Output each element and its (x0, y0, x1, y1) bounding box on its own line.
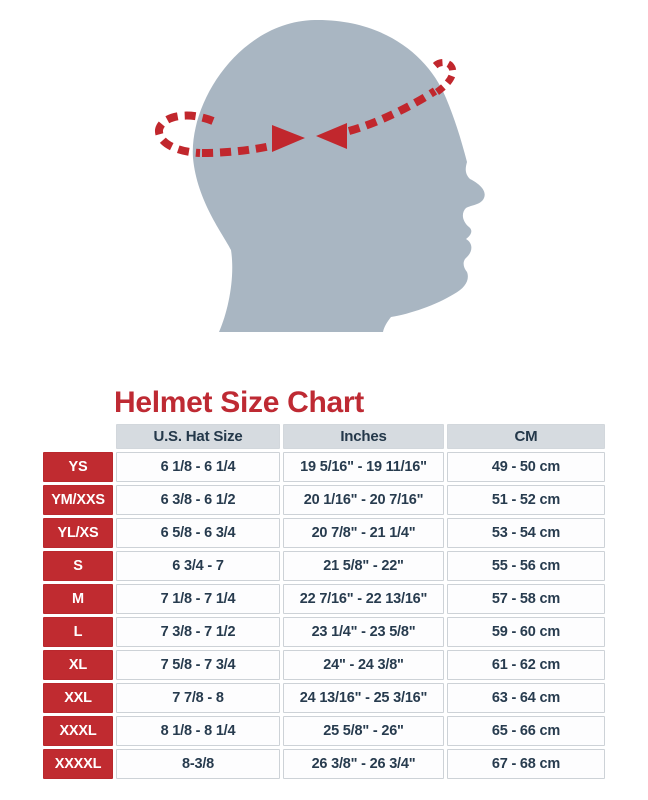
measuring-tape-curl (428, 59, 457, 95)
measuring-tape-loop (155, 111, 215, 157)
tape-arrow-right-icon (272, 125, 305, 152)
hat-size-cell: 7 5/8 - 7 3/4 (116, 650, 280, 680)
column-header-hat-size: U.S. Hat Size (116, 424, 280, 449)
inches-cell: 24" - 24 3/8" (283, 650, 444, 680)
cm-cell: 61 - 62 cm (447, 650, 605, 680)
inches-cell: 20 1/16" - 20 7/16" (283, 485, 444, 515)
hat-size-cell: 8-3/8 (116, 749, 280, 779)
cm-cell: 63 - 64 cm (447, 683, 605, 713)
size-label-cell: YS (43, 452, 113, 482)
header-spacer (43, 424, 113, 449)
size-label-cell: M (43, 584, 113, 614)
size-label-cell: XXL (43, 683, 113, 713)
cm-cell: 65 - 66 cm (447, 716, 605, 746)
size-label-cell: S (43, 551, 113, 581)
hat-size-cell: 8 1/8 - 8 1/4 (116, 716, 280, 746)
size-label-cell: XXXL (43, 716, 113, 746)
measuring-tape-lower-dashes (201, 142, 272, 157)
inches-cell: 23 1/4" - 23 5/8" (283, 617, 444, 647)
inches-cell: 24 13/16" - 25 3/16" (283, 683, 444, 713)
inches-cell: 19 5/16" - 19 11/16" (283, 452, 444, 482)
hat-size-cell: 7 3/8 - 7 1/2 (116, 617, 280, 647)
inches-cell: 25 5/8" - 26" (283, 716, 444, 746)
column-header-inches: Inches (283, 424, 444, 449)
inches-cell: 26 3/8" - 26 3/4" (283, 749, 444, 779)
inches-cell: 22 7/16" - 22 13/16" (283, 584, 444, 614)
hat-size-cell: 6 3/8 - 6 1/2 (116, 485, 280, 515)
size-label-cell: L (43, 617, 113, 647)
inches-cell: 20 7/8" - 21 1/4" (283, 518, 444, 548)
cm-cell: 51 - 52 cm (447, 485, 605, 515)
measuring-tape-upper-dashes (347, 87, 438, 135)
inches-cell: 21 5/8" - 22" (283, 551, 444, 581)
hat-size-cell: 6 1/8 - 6 1/4 (116, 452, 280, 482)
cm-cell: 67 - 68 cm (447, 749, 605, 779)
hat-size-cell: 7 1/8 - 7 1/4 (116, 584, 280, 614)
size-label-cell: XL (43, 650, 113, 680)
cm-cell: 49 - 50 cm (447, 452, 605, 482)
page-title: Helmet Size Chart (114, 386, 364, 419)
hat-size-cell: 7 7/8 - 8 (116, 683, 280, 713)
cm-cell: 57 - 58 cm (447, 584, 605, 614)
head-measurement-illustration (155, 19, 485, 332)
head-silhouette (192, 19, 485, 332)
column-header-cm: CM (447, 424, 605, 449)
size-table: U.S. Hat Size Inches CM YS 6 1/8 - 6 1/4… (43, 424, 605, 779)
hat-size-cell: 6 3/4 - 7 (116, 551, 280, 581)
cm-cell: 53 - 54 cm (447, 518, 605, 548)
size-label-cell: YL/XS (43, 518, 113, 548)
hat-size-cell: 6 5/8 - 6 3/4 (116, 518, 280, 548)
size-label-cell: YM/XXS (43, 485, 113, 515)
size-label-cell: XXXXL (43, 749, 113, 779)
cm-cell: 59 - 60 cm (447, 617, 605, 647)
tape-arrow-left-icon (316, 123, 347, 149)
cm-cell: 55 - 56 cm (447, 551, 605, 581)
